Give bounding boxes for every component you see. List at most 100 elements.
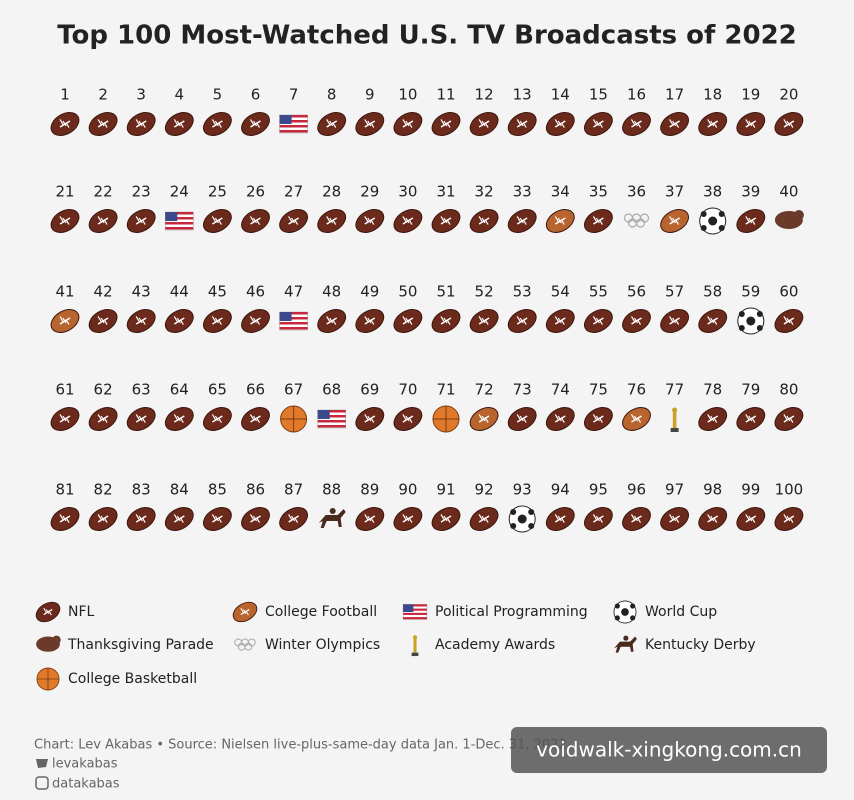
icon (469, 309, 499, 333)
rank: 79 (741, 381, 760, 399)
icon (35, 601, 61, 623)
icon (774, 407, 804, 431)
lace (598, 319, 603, 325)
icon (670, 407, 679, 432)
lace (138, 120, 143, 127)
lace (405, 120, 410, 127)
icon (88, 309, 118, 333)
lace (519, 415, 524, 422)
lace (745, 216, 750, 222)
icon (232, 601, 258, 623)
icon (431, 112, 461, 136)
lace (440, 316, 445, 322)
lace (103, 417, 108, 423)
lace (516, 316, 521, 322)
rank: 81 (55, 481, 74, 499)
lace (446, 122, 451, 128)
icon (164, 112, 194, 136)
rank: 2 (98, 86, 108, 104)
twitter-handle: levakabas (52, 757, 118, 772)
lace (557, 217, 562, 224)
lace (255, 219, 261, 225)
lace (135, 514, 140, 520)
lace (332, 122, 337, 128)
rank: 40 (779, 183, 798, 201)
icon (545, 309, 575, 333)
lace (100, 415, 105, 422)
lace (252, 120, 258, 127)
lace (97, 119, 102, 125)
lace (478, 514, 483, 520)
rank: 78 (703, 381, 722, 399)
lace (59, 414, 64, 420)
icon (202, 209, 232, 233)
stripe (317, 425, 346, 428)
lace (249, 514, 255, 520)
trophy-base (411, 652, 419, 657)
lace (636, 417, 642, 423)
lace (595, 317, 600, 324)
icon (507, 407, 537, 431)
lace (408, 219, 413, 225)
lace (751, 219, 756, 225)
lace (789, 319, 794, 325)
stripe (403, 612, 427, 615)
lace (484, 417, 489, 423)
icon (234, 638, 256, 651)
icon (50, 507, 80, 531)
lace (138, 217, 143, 224)
lace (249, 316, 255, 322)
lace (176, 415, 181, 422)
lace (367, 120, 372, 127)
icon (660, 209, 690, 233)
lace (100, 217, 105, 224)
rank: 65 (208, 381, 227, 399)
stripe (317, 415, 346, 418)
icon (622, 407, 651, 431)
icon (736, 507, 766, 531)
lace (672, 120, 677, 127)
icon (202, 407, 232, 431)
lace (45, 609, 50, 614)
lace (592, 316, 597, 322)
lace (405, 515, 410, 522)
lace (554, 316, 559, 322)
title: Top 100 Most-Watched U.S. TV Broadcasts … (57, 21, 797, 51)
lace (519, 217, 524, 224)
lace (179, 319, 184, 325)
icon (469, 407, 499, 431)
lace (710, 415, 715, 422)
stripe (279, 115, 308, 118)
lace (443, 515, 448, 522)
icon (402, 604, 428, 620)
rank: 67 (284, 381, 303, 399)
lace (707, 414, 712, 420)
rank: 98 (703, 481, 722, 499)
canton (317, 410, 330, 419)
rank: 45 (208, 283, 227, 301)
lace (707, 119, 712, 125)
rank: 50 (398, 283, 417, 301)
lace (326, 216, 331, 222)
lace (745, 514, 750, 520)
lace (329, 120, 334, 127)
lace (672, 217, 677, 224)
rank: 75 (589, 381, 608, 399)
lace (633, 120, 639, 127)
lace (478, 216, 483, 222)
lace (141, 417, 146, 423)
horse (318, 509, 346, 528)
rank: 80 (779, 381, 798, 399)
lace (783, 414, 788, 420)
icon (698, 507, 728, 531)
lace (783, 119, 788, 125)
stripe (279, 125, 308, 128)
lace (598, 417, 603, 423)
lace (598, 219, 603, 225)
rank: 32 (475, 183, 494, 201)
lace (62, 415, 67, 422)
lace (291, 217, 296, 224)
patch (630, 603, 636, 609)
icon (469, 209, 499, 233)
